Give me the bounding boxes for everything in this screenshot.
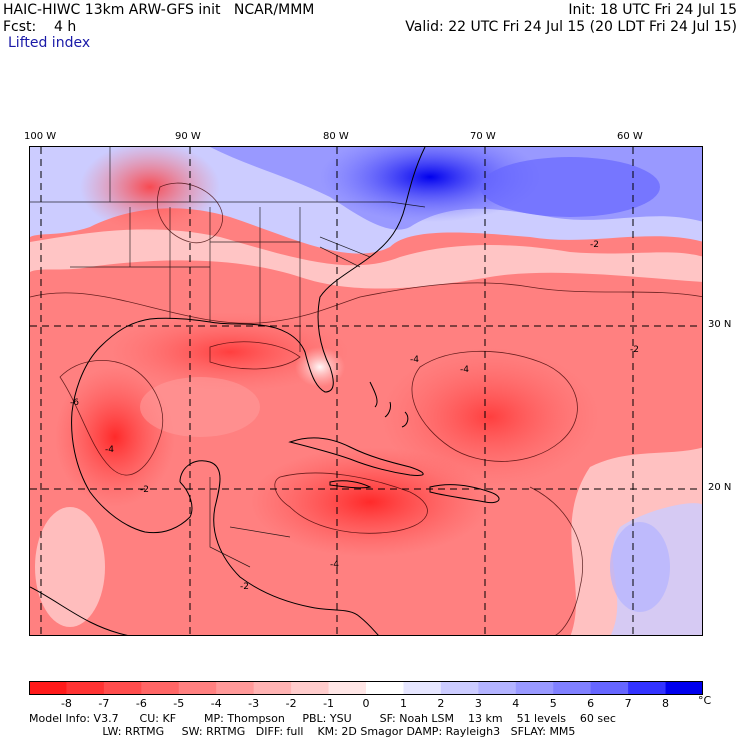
colorbar-swatch <box>328 681 367 695</box>
lon-label-100w: 100 W <box>24 131 57 142</box>
colorbar-tick-label: -8 <box>60 697 72 710</box>
colorbar <box>29 681 703 695</box>
contour-label: -2 <box>630 345 639 355</box>
pale-gulf-center <box>140 377 260 437</box>
state-borders <box>30 147 426 568</box>
model-info-line2: LW: RRTMG SW: RRTMG DIFF: full KM: 2D Sm… <box>29 725 576 738</box>
colorbar-swatch <box>253 681 292 695</box>
colorbar-tick-label: -1 <box>323 697 335 710</box>
colorbar-swatch <box>440 681 479 695</box>
pale-pacific <box>35 507 105 627</box>
colorbar-swatch <box>403 681 442 695</box>
coastlines <box>30 147 500 635</box>
lat-label-20n: 20 N <box>708 482 732 493</box>
pale-band <box>30 229 702 289</box>
colorbar-swatch <box>216 681 255 695</box>
colorbar-swatch <box>366 681 404 695</box>
colorbar-swatch <box>590 681 629 695</box>
model-info-line1: Model Info: V3.7 CU: KF MP: Thompson PBL… <box>29 712 616 725</box>
colorbar-tick-label: 0 <box>362 697 370 710</box>
grid-lines <box>30 147 702 635</box>
lat-label-30n: 30 N <box>708 319 732 330</box>
lon-label-90w: 90 W <box>175 131 201 142</box>
colorbar-tick-label: 6 <box>587 697 595 710</box>
stable-core-ne <box>480 157 660 217</box>
lon-label-60w: 60 W <box>617 131 643 142</box>
colorbar-unit: °C <box>698 694 712 707</box>
colorbar-tick-label: -3 <box>248 697 260 710</box>
colorbar-tick-label: -2 <box>285 697 297 710</box>
forecast-hour: Fcst: 4 h <box>3 19 77 35</box>
colorbar-border <box>29 681 703 695</box>
contour-label: -4 <box>410 355 419 365</box>
colorbar-swatch <box>103 681 142 695</box>
colorbar-tick-label: -6 <box>135 697 147 710</box>
colorbar-swatch <box>141 681 180 695</box>
colorbar-swatch <box>665 681 703 695</box>
colorbar-swatch <box>553 681 592 695</box>
contour-label: -4 <box>105 445 114 455</box>
unstable-atlantic <box>380 347 600 487</box>
colorbar-tick-label: 5 <box>549 697 557 710</box>
contour-label: -4 <box>460 365 469 375</box>
colorbar-swatch <box>29 681 67 695</box>
contour-label-group: -2 -4 -6 -2 -4 -2 -4 -2 -4 <box>70 240 639 592</box>
colorbar-tick-label: 7 <box>624 697 632 710</box>
contour-label: -2 <box>140 485 149 495</box>
contour-label: -2 <box>240 582 249 592</box>
colorbar-tick-label: 4 <box>512 697 520 710</box>
contour-lines <box>30 182 702 635</box>
lon-label-80w: 80 W <box>323 131 349 142</box>
lifted-index-map: -2 -4 -6 -2 -4 -2 -4 -2 -4 <box>29 146 703 636</box>
colorbar-swatch <box>291 681 330 695</box>
unstable-gulf-coast <box>110 312 350 392</box>
colorbar-swatch <box>515 681 554 695</box>
field-name: Lifted index <box>8 35 91 51</box>
colorbar-tick-label: 1 <box>399 697 407 710</box>
colorbar-swatch <box>178 681 217 695</box>
colorbar-tick-label: 2 <box>437 697 445 710</box>
colorbar-swatch <box>478 681 517 695</box>
contour-label: -2 <box>590 240 599 250</box>
unstable-plains <box>80 147 220 232</box>
colorbar-tick-label: 8 <box>662 697 670 710</box>
init-time: Init: 18 UTC Fri 24 Jul 15 <box>568 2 737 18</box>
contour-label: -6 <box>70 398 79 408</box>
lon-label-70w: 70 W <box>470 131 496 142</box>
colorbar-swatch <box>66 681 105 695</box>
colorbar-tick-label: -5 <box>173 697 185 710</box>
colorbar-tick-label: -7 <box>98 697 110 710</box>
stable-spot-lesser-antilles <box>610 522 670 612</box>
contour-label: -4 <box>330 560 339 570</box>
model-title: HAIC-HIWC 13km ARW-GFS init NCAR/MMM <box>3 2 315 18</box>
colorbar-tick-label: -4 <box>210 697 222 710</box>
colorbar-tick-label: 3 <box>474 697 482 710</box>
valid-time: Valid: 22 UTC Fri 24 Jul 15 (20 LDT Fri … <box>405 19 737 35</box>
colorbar-swatch <box>628 681 667 695</box>
